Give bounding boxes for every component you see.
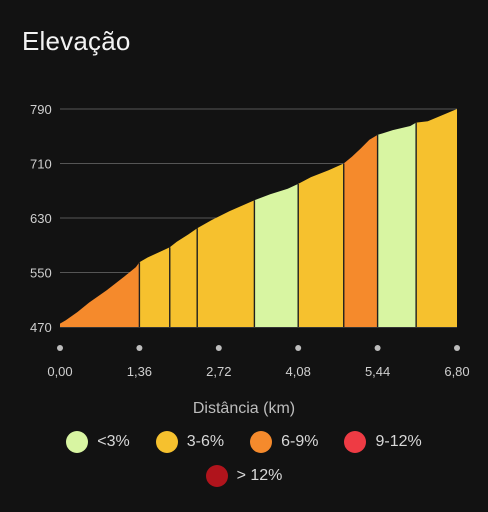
elevation-segment — [139, 247, 170, 327]
page-title: Elevação — [22, 26, 131, 56]
x-tick-dot — [215, 345, 222, 351]
x-tick-label: 1,36 — [127, 364, 152, 379]
legend-row-1: <3% 3-6% 6-9% 9-12% — [0, 431, 488, 453]
x-tick-dot — [136, 345, 143, 351]
legend-swatch — [205, 465, 228, 487]
legend-item-lt3: <3% — [66, 431, 130, 453]
elevation-chart: 470 550 630 710 790 0,00 1,36 2,72 4,08 5,44 6,80 — [30, 102, 470, 379]
legend-label: <3% — [97, 433, 130, 450]
elevation-segment — [60, 262, 140, 327]
x-tick-dot — [454, 345, 460, 351]
x-tick-label: 6,80 — [444, 364, 469, 379]
elevation-segment — [377, 122, 417, 327]
elevation-segment — [343, 134, 378, 327]
elevation-segment — [169, 228, 198, 327]
x-axis-label: Distância (km) — [192, 400, 296, 417]
elevation-segment — [298, 163, 344, 327]
legend-item-6-9: 6-9% — [250, 431, 318, 453]
legend-label: > 12% — [236, 467, 283, 484]
legend-label: 9-12% — [375, 433, 422, 450]
elevation-segment — [416, 109, 457, 327]
x-tick-dot — [295, 345, 302, 351]
legend-swatch — [66, 431, 89, 453]
legend-label: 3-6% — [186, 433, 225, 450]
legend-label: 6-9% — [281, 433, 319, 450]
elevation-segment — [197, 200, 255, 327]
legend-swatch — [344, 431, 367, 453]
legend-item-9-12: 9-12% — [344, 431, 422, 453]
y-tick-label: 630 — [30, 211, 52, 226]
legend-row-2: > 12% — [0, 465, 488, 487]
x-tick-dot — [57, 345, 63, 351]
x-tick-label: 4,08 — [286, 364, 311, 379]
elevation-segment — [254, 183, 299, 327]
y-tick-label: 790 — [30, 102, 52, 117]
x-tick-dot — [374, 345, 381, 351]
x-tick-label: 5,44 — [365, 364, 390, 379]
legend-swatch — [155, 431, 178, 453]
x-tick-label: 0,00 — [47, 364, 72, 379]
y-tick-label: 470 — [30, 320, 52, 335]
legend-item-gt12: > 12% — [205, 465, 283, 487]
legend-swatch — [250, 431, 273, 453]
x-tick-label: 2,72 — [206, 364, 231, 379]
y-tick-label: 710 — [30, 157, 52, 172]
y-tick-label: 550 — [30, 266, 52, 281]
legend-item-3-6: 3-6% — [155, 431, 225, 453]
